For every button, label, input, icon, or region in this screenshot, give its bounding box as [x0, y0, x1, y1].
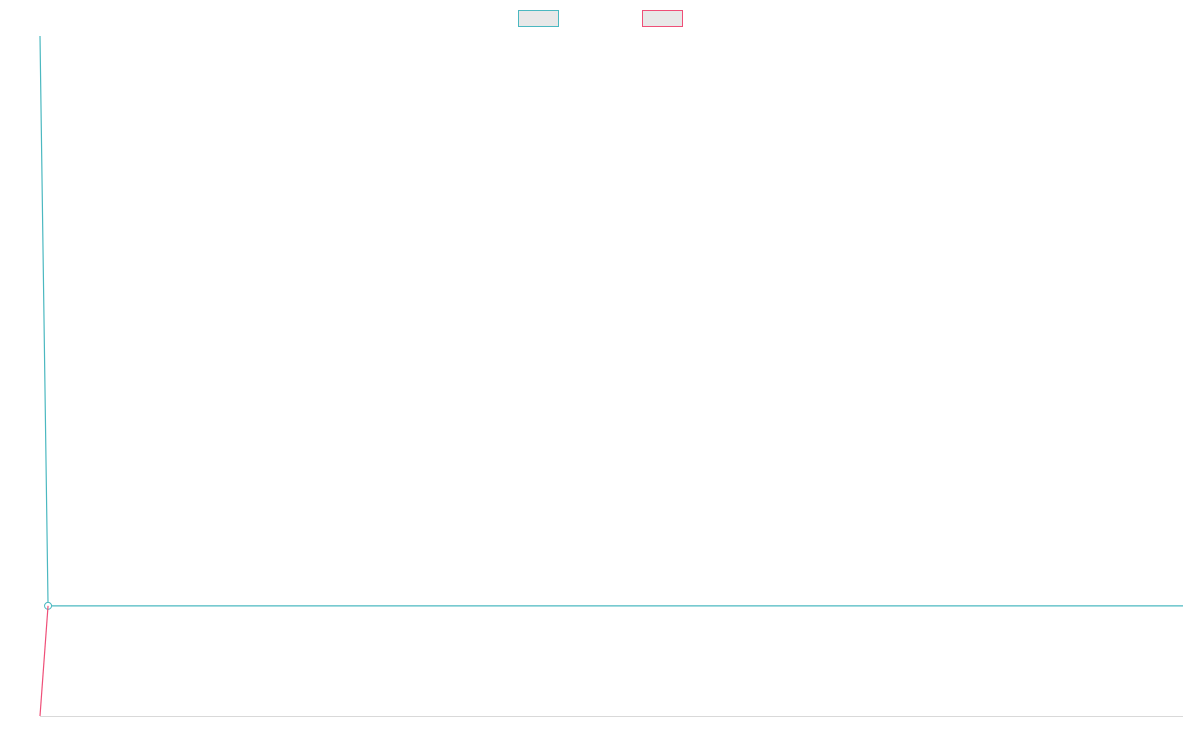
- plot-area: [39, 35, 1183, 717]
- series-2-line: [39, 605, 49, 717]
- legend-item-1[interactable]: [518, 10, 559, 27]
- legend-swatch-2: [642, 10, 683, 27]
- legend-swatch-1: [518, 10, 559, 27]
- legend-item-2[interactable]: [642, 10, 683, 27]
- legend: [518, 10, 683, 27]
- series-1-line: [39, 35, 1183, 607]
